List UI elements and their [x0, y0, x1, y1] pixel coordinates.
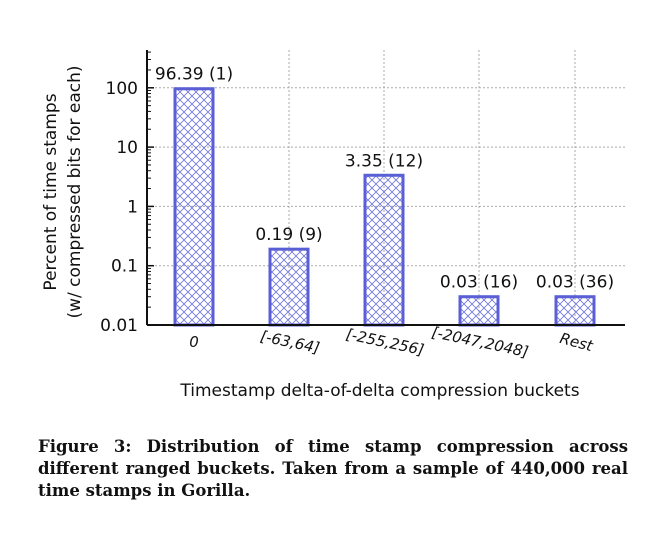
data-label: 0.03 (36) [536, 273, 614, 293]
y-tick-label: 0.1 [111, 257, 138, 277]
x-tick-label: [-63,64] [259, 327, 322, 357]
bar [173, 87, 215, 327]
bar [268, 247, 310, 327]
data-label: 96.39 (1) [155, 65, 233, 85]
bar-chart: 96.39 (1) 0.19 (9) 3.35 (12) 0.03 (16) 0.03 … [41, 50, 625, 401]
bar [554, 295, 596, 327]
x-tick-label: Rest [558, 329, 596, 355]
data-label: 0.19 (9) [255, 225, 322, 245]
x-tick-label: 0 [189, 333, 199, 351]
bar [458, 295, 500, 327]
data-label: 0.03 (16) [440, 273, 518, 293]
x-tick-label: [-2047,2048] [430, 323, 530, 361]
y-axis-label-line1: Percent of time stamps [41, 93, 61, 290]
y-axis-label-line2: (w/ compressed bits for each) [65, 65, 85, 318]
y-tick-label: 10 [116, 138, 138, 158]
bar [363, 173, 405, 327]
y-tick-label: 0.01 [100, 316, 138, 336]
y-tick-label: 100 [106, 79, 138, 99]
x-axis-label: Timestamp delta-of-delta compression buc… [179, 381, 579, 401]
y-tick-label: 1 [127, 197, 138, 217]
x-tick-label: [-255,256] [344, 325, 425, 359]
figure-caption: Figure 3: Distribution of time stamp com… [38, 437, 628, 500]
data-label: 3.35 (12) [345, 151, 423, 171]
